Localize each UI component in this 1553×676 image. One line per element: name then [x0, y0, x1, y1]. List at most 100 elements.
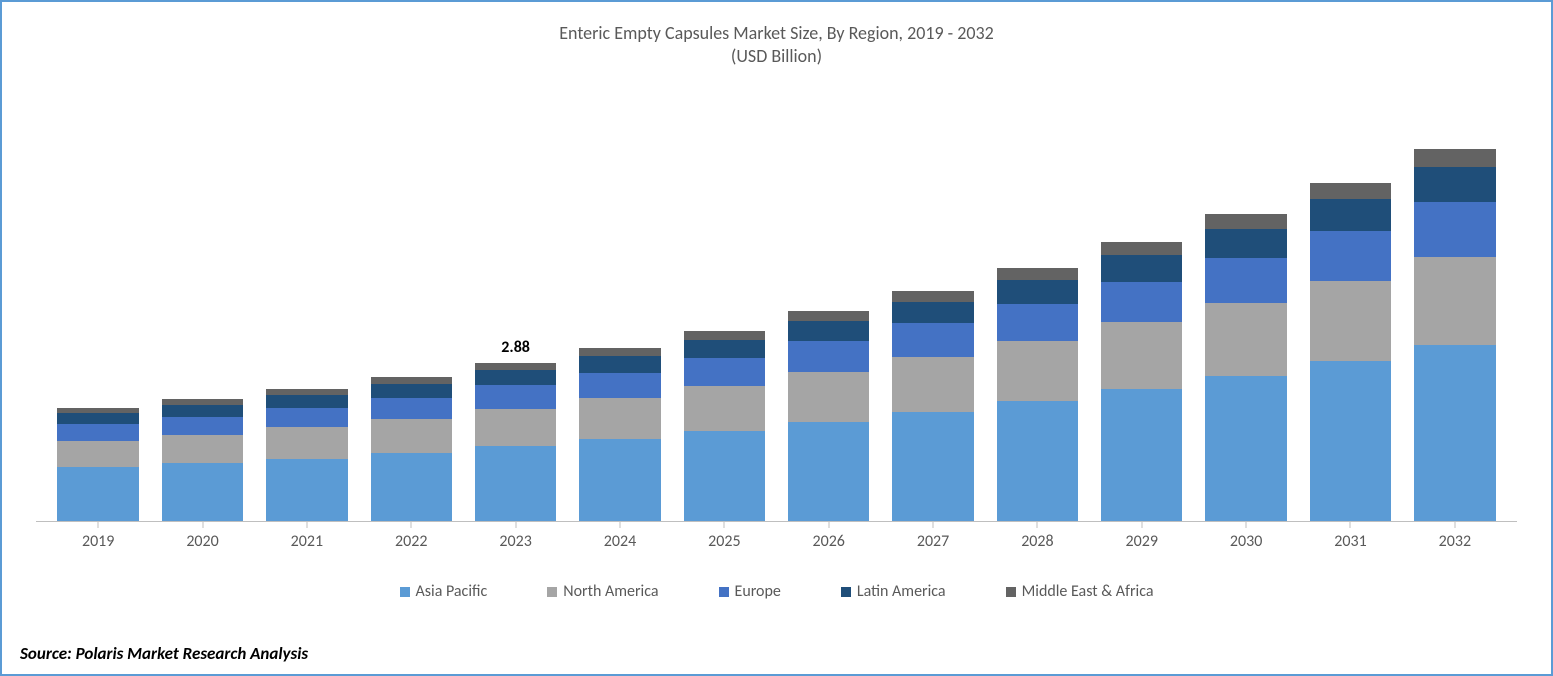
- x-tick-label: 2019: [46, 532, 150, 551]
- legend-label: Europe: [735, 582, 781, 601]
- x-ticks: 2019202020212022202320242025202620272028…: [36, 522, 1517, 551]
- plot-area: 2.88: [36, 102, 1517, 522]
- bar-segment: [371, 419, 452, 453]
- bar-segment: [371, 398, 452, 419]
- bar-segment: [997, 304, 1078, 341]
- x-tick: 2028: [985, 522, 1089, 551]
- legend: Asia Pacific North America Europe Latin Ame…: [2, 582, 1551, 601]
- x-tick-label: 2021: [255, 532, 359, 551]
- bar-segment: [1205, 229, 1286, 258]
- stacked-bar: [1101, 242, 1182, 521]
- legend-item: North America: [547, 582, 658, 601]
- bar-segment: [266, 408, 347, 428]
- x-tick: 2019: [46, 522, 150, 551]
- stacked-bar: [1310, 183, 1391, 521]
- bar-segment: [1205, 214, 1286, 229]
- bar-segment: [684, 431, 765, 521]
- legend-item: Middle East & Africa: [1006, 582, 1154, 601]
- x-tick-label: 2025: [672, 532, 776, 551]
- stacked-bar: [997, 268, 1078, 521]
- stacked-bar: [788, 311, 869, 521]
- bar-segment: [1310, 281, 1391, 361]
- bar-column: [46, 102, 150, 521]
- chart-title-line2: (USD Billion): [2, 45, 1551, 68]
- bar-segment: [57, 467, 138, 521]
- bar-segment: [997, 268, 1078, 280]
- bar-segment: [1414, 345, 1495, 521]
- legend-swatch: [400, 587, 410, 597]
- bar-segment: [475, 446, 556, 521]
- bar-segment: [684, 386, 765, 431]
- tick-mark: [1454, 522, 1455, 528]
- x-tick: 2029: [1090, 522, 1194, 551]
- x-tick-label: 2029: [1090, 532, 1194, 551]
- tick-mark: [306, 522, 307, 528]
- bar-segment: [579, 373, 660, 398]
- bar-column: [672, 102, 776, 521]
- bar-segment: [579, 439, 660, 521]
- bar-segment: [788, 321, 869, 341]
- tick-mark: [1246, 522, 1247, 528]
- bar-segment: [892, 357, 973, 412]
- bar-segment: [684, 340, 765, 358]
- bar-column: [985, 102, 1089, 521]
- bar-segment: [997, 280, 1078, 304]
- legend-item: Latin America: [841, 582, 946, 601]
- stacked-bar: [579, 348, 660, 521]
- bar-segment: [162, 417, 243, 435]
- bar-segment: [892, 302, 973, 324]
- bar-column: [1090, 102, 1194, 521]
- bar-segment: [684, 358, 765, 386]
- stacked-bar: [371, 377, 452, 521]
- bar-segment: [266, 459, 347, 521]
- tick-mark: [1037, 522, 1038, 528]
- bar-segment: [371, 377, 452, 384]
- bar-column: [1298, 102, 1402, 521]
- stacked-bar: [266, 389, 347, 521]
- bar-column: [255, 102, 359, 521]
- x-tick: 2023: [463, 522, 567, 551]
- bar-segment: [475, 385, 556, 408]
- bar-segment: [579, 348, 660, 356]
- bar-segment: [371, 453, 452, 521]
- bar-segment: [892, 412, 973, 521]
- bar-column: [1194, 102, 1298, 521]
- bar-column: [1403, 102, 1507, 521]
- bar-segment: [57, 441, 138, 468]
- legend-item: Asia Pacific: [400, 582, 488, 601]
- bar-segment: [1414, 149, 1495, 167]
- bar-segment: [162, 405, 243, 417]
- x-tick-label: 2023: [463, 532, 567, 551]
- bar-segment: [788, 422, 869, 522]
- stacked-bar: [162, 399, 243, 521]
- bar-segment: [1101, 389, 1182, 521]
- bar-segment: [788, 311, 869, 321]
- legend-label: Latin America: [857, 582, 946, 601]
- bar-segment: [579, 398, 660, 439]
- legend-label: Asia Pacific: [416, 582, 488, 601]
- legend-swatch: [841, 587, 851, 597]
- legend-swatch: [547, 587, 557, 597]
- bar-segment: [892, 291, 973, 302]
- bar-segment: [1310, 199, 1391, 231]
- bar-segment: [1310, 183, 1391, 199]
- bar-segment: [788, 372, 869, 422]
- bar-segment: [1101, 255, 1182, 281]
- tick-mark: [202, 522, 203, 528]
- x-tick-label: 2027: [881, 532, 985, 551]
- stacked-bar: [1205, 214, 1286, 521]
- bar-segment: [1414, 257, 1495, 345]
- stacked-bar: [57, 408, 138, 521]
- x-tick: 2026: [777, 522, 881, 551]
- stacked-bar: [684, 331, 765, 521]
- x-tick: 2030: [1194, 522, 1298, 551]
- tick-mark: [1141, 522, 1142, 528]
- source-text: Source: Polaris Market Research Analysis: [20, 643, 308, 664]
- legend-swatch: [1006, 587, 1016, 597]
- x-tick: 2027: [881, 522, 985, 551]
- bar-column: [359, 102, 463, 521]
- bar-segment: [162, 463, 243, 521]
- bar-column: [777, 102, 881, 521]
- bar-column: [881, 102, 985, 521]
- x-tick: 2025: [672, 522, 776, 551]
